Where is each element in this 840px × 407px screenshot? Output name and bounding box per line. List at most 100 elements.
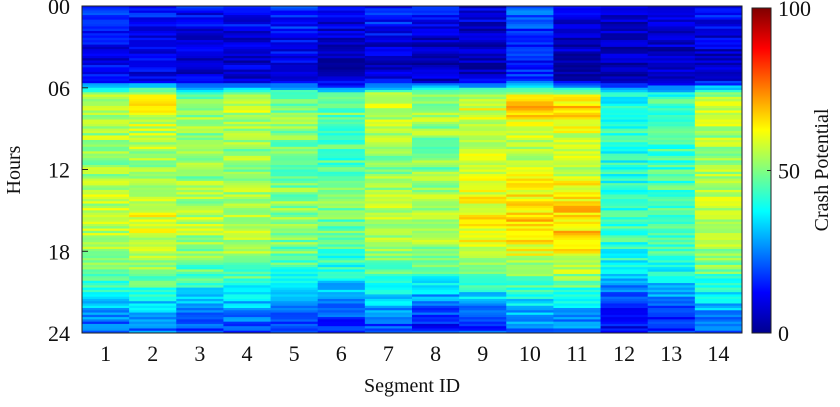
heatmap-cell <box>412 217 460 220</box>
heatmap-cell <box>412 115 460 118</box>
heatmap-cell <box>364 278 413 282</box>
heatmap-cell <box>129 221 177 225</box>
heatmap-cell <box>270 62 319 66</box>
heatmap-cell <box>176 158 224 161</box>
heatmap-cell <box>176 239 224 243</box>
heatmap-cell <box>223 87 271 91</box>
heatmap-cell <box>459 301 507 304</box>
heatmap-cell <box>82 201 130 204</box>
heatmap-cell <box>176 37 224 41</box>
heatmap-cell <box>506 330 554 334</box>
heatmap-cell <box>270 312 319 316</box>
heatmap-cell <box>129 40 177 43</box>
heatmap-cell <box>129 12 177 16</box>
heatmap-cell <box>694 174 743 177</box>
heatmap-cell <box>694 328 743 332</box>
heatmap-cell <box>647 242 696 245</box>
heatmap-cell <box>647 10 696 14</box>
heatmap-cell <box>412 92 460 95</box>
heatmap-cell <box>270 296 319 300</box>
heatmap-cell <box>129 298 177 302</box>
heatmap-cell <box>553 203 601 207</box>
heatmap-cell <box>553 244 601 248</box>
heatmap-cell <box>317 71 366 75</box>
heatmap-cell <box>270 255 319 259</box>
heatmap-cell <box>459 69 507 73</box>
heatmap-cell <box>364 133 413 136</box>
heatmap-cell <box>364 40 413 43</box>
heatmap-cell <box>412 308 460 311</box>
heatmap-cell <box>317 108 366 111</box>
heatmap-cell <box>412 151 460 154</box>
heatmap-cell <box>412 185 460 189</box>
heatmap-cell <box>82 276 130 279</box>
heatmap-cell <box>270 214 319 218</box>
heatmap-cell <box>553 119 601 123</box>
heatmap-cell <box>223 42 271 45</box>
heatmap-cell <box>82 323 130 327</box>
heatmap-cell <box>317 171 366 175</box>
heatmap-cell <box>364 285 413 288</box>
heatmap-cell <box>459 187 507 191</box>
heatmap-cell <box>412 305 460 309</box>
heatmap-cell <box>459 94 507 98</box>
heatmap-cell <box>270 28 319 32</box>
heatmap-cell <box>270 135 319 139</box>
heatmap-cell <box>317 176 366 179</box>
heatmap-cell <box>412 19 460 23</box>
heatmap-cell <box>270 119 319 123</box>
heatmap-cell <box>412 203 460 207</box>
heatmap-cells <box>82 6 743 334</box>
heatmap-cell <box>317 221 366 225</box>
heatmap-cell <box>600 169 649 173</box>
heatmap-cell <box>270 90 319 93</box>
heatmap-cell <box>364 8 413 11</box>
heatmap-cell <box>553 137 601 141</box>
heatmap-cell <box>647 255 696 259</box>
heatmap-cell <box>600 167 649 170</box>
heatmap-cell <box>270 203 319 207</box>
heatmap-cell <box>647 226 696 229</box>
heatmap-cell <box>82 144 130 148</box>
heatmap-cell <box>270 17 319 21</box>
heatmap-cell <box>223 46 271 50</box>
heatmap-cell <box>176 24 224 27</box>
heatmap-cell <box>459 312 507 316</box>
heatmap-cell <box>459 42 507 45</box>
heatmap-cell <box>506 135 554 139</box>
heatmap-cell <box>600 108 649 111</box>
heatmap-cell <box>553 226 601 229</box>
heatmap-cell <box>317 137 366 141</box>
heatmap-cell <box>223 244 271 248</box>
heatmap-cell <box>412 164 460 168</box>
heatmap-cell <box>82 80 130 84</box>
heatmap-cell <box>553 208 601 211</box>
heatmap-cell <box>412 269 460 273</box>
heatmap-cell <box>412 78 460 82</box>
heatmap-cell <box>600 96 649 100</box>
heatmap-cell <box>600 94 649 98</box>
heatmap-cell <box>694 205 743 209</box>
heatmap-cell <box>459 76 507 80</box>
heatmap-cell <box>364 26 413 30</box>
heatmap-cell <box>647 312 696 316</box>
heatmap-cell <box>364 205 413 209</box>
heatmap-cell <box>129 121 177 125</box>
heatmap-cell <box>82 62 130 66</box>
heatmap-cell <box>459 308 507 311</box>
heatmap-cell <box>647 44 696 48</box>
heatmap-cell <box>600 174 649 177</box>
x-tick-label: 14 <box>707 341 729 366</box>
heatmap-cell <box>317 185 366 189</box>
heatmap-cell <box>176 10 224 14</box>
heatmap-cell <box>317 237 366 241</box>
heatmap-cell <box>270 219 319 223</box>
heatmap-cell <box>317 326 366 329</box>
heatmap-cell <box>459 219 507 223</box>
heatmap-cell <box>129 83 177 86</box>
heatmap-cell <box>553 151 601 154</box>
heatmap-cell <box>176 96 224 100</box>
heatmap-cell <box>223 162 271 166</box>
heatmap-cell <box>459 46 507 50</box>
